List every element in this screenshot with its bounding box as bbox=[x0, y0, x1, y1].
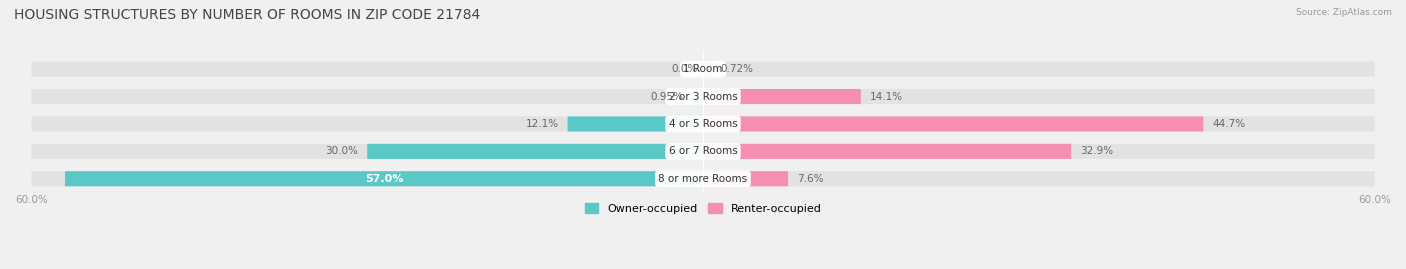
FancyBboxPatch shape bbox=[692, 89, 703, 104]
Text: 32.9%: 32.9% bbox=[1080, 146, 1114, 156]
FancyBboxPatch shape bbox=[703, 144, 1071, 159]
FancyBboxPatch shape bbox=[703, 62, 711, 77]
Text: HOUSING STRUCTURES BY NUMBER OF ROOMS IN ZIP CODE 21784: HOUSING STRUCTURES BY NUMBER OF ROOMS IN… bbox=[14, 8, 481, 22]
Text: 0.95%: 0.95% bbox=[651, 91, 683, 102]
FancyBboxPatch shape bbox=[703, 171, 789, 186]
Text: 1 Room: 1 Room bbox=[683, 64, 723, 74]
FancyBboxPatch shape bbox=[31, 62, 1375, 77]
FancyBboxPatch shape bbox=[367, 144, 703, 159]
Text: Source: ZipAtlas.com: Source: ZipAtlas.com bbox=[1296, 8, 1392, 17]
Text: 0.72%: 0.72% bbox=[720, 64, 754, 74]
FancyBboxPatch shape bbox=[703, 116, 1204, 132]
Text: 0.0%: 0.0% bbox=[671, 64, 697, 74]
Text: 7.6%: 7.6% bbox=[797, 174, 824, 184]
FancyBboxPatch shape bbox=[568, 116, 703, 132]
Text: 30.0%: 30.0% bbox=[325, 146, 359, 156]
Text: 6 or 7 Rooms: 6 or 7 Rooms bbox=[669, 146, 737, 156]
Text: 44.7%: 44.7% bbox=[1212, 119, 1246, 129]
FancyBboxPatch shape bbox=[65, 171, 703, 186]
Text: 4 or 5 Rooms: 4 or 5 Rooms bbox=[669, 119, 737, 129]
Text: 12.1%: 12.1% bbox=[526, 119, 558, 129]
FancyBboxPatch shape bbox=[31, 89, 1375, 104]
FancyBboxPatch shape bbox=[31, 116, 1375, 132]
Text: 14.1%: 14.1% bbox=[870, 91, 903, 102]
Text: 8 or more Rooms: 8 or more Rooms bbox=[658, 174, 748, 184]
Text: 57.0%: 57.0% bbox=[364, 174, 404, 184]
Legend: Owner-occupied, Renter-occupied: Owner-occupied, Renter-occupied bbox=[581, 199, 825, 218]
Text: 2 or 3 Rooms: 2 or 3 Rooms bbox=[669, 91, 737, 102]
FancyBboxPatch shape bbox=[31, 171, 1375, 186]
FancyBboxPatch shape bbox=[31, 144, 1375, 159]
FancyBboxPatch shape bbox=[703, 89, 860, 104]
